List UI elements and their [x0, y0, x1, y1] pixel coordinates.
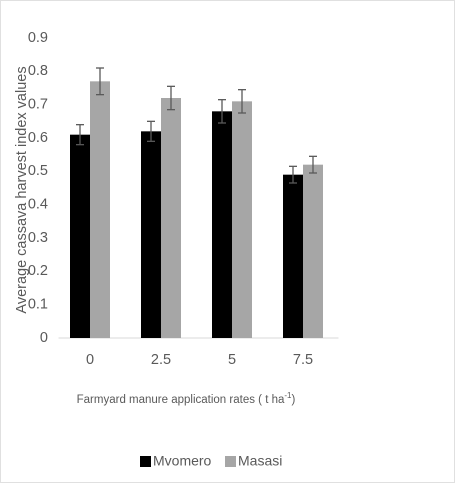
- y-tick-label: 0.5: [28, 163, 48, 179]
- x-tick-label: 2.5: [151, 352, 171, 368]
- legend-swatch: [225, 456, 236, 467]
- x-axis-label-end: ): [292, 394, 296, 406]
- bar: [70, 134, 90, 338]
- y-tick-label: 0.4: [28, 196, 48, 212]
- legend-label: Masasi: [238, 453, 282, 469]
- bar: [303, 164, 323, 338]
- bar: [161, 98, 181, 338]
- y-tick-label: 0.3: [28, 230, 48, 246]
- bar: [232, 101, 252, 338]
- x-axis-label: Farmyard manure application rates ( t ha…: [77, 391, 296, 406]
- y-tick-label: 0.2: [28, 263, 48, 279]
- bar: [141, 131, 161, 338]
- x-axis-label-sup: -1: [284, 391, 292, 400]
- y-tick-label: 0.9: [28, 30, 48, 46]
- legend-label: Mvomero: [153, 453, 212, 469]
- y-tick-label: 0: [40, 330, 48, 346]
- y-tick-label: 0.1: [28, 296, 48, 312]
- x-axis-label-main: Farmyard manure application rates ( t ha: [77, 394, 285, 406]
- x-tick-label: 0: [86, 352, 94, 368]
- bar: [212, 111, 232, 338]
- bar: [90, 81, 110, 338]
- x-tick-label: 5: [228, 352, 236, 368]
- legend-swatch: [140, 456, 151, 467]
- bar: [283, 174, 303, 338]
- y-tick-label: 0.7: [28, 96, 48, 112]
- y-axis-label: Average cassava harvest index values: [14, 66, 30, 313]
- x-tick-label: 7.5: [293, 352, 313, 368]
- y-tick-label: 0.8: [28, 63, 48, 79]
- y-tick-label: 0.6: [28, 130, 48, 146]
